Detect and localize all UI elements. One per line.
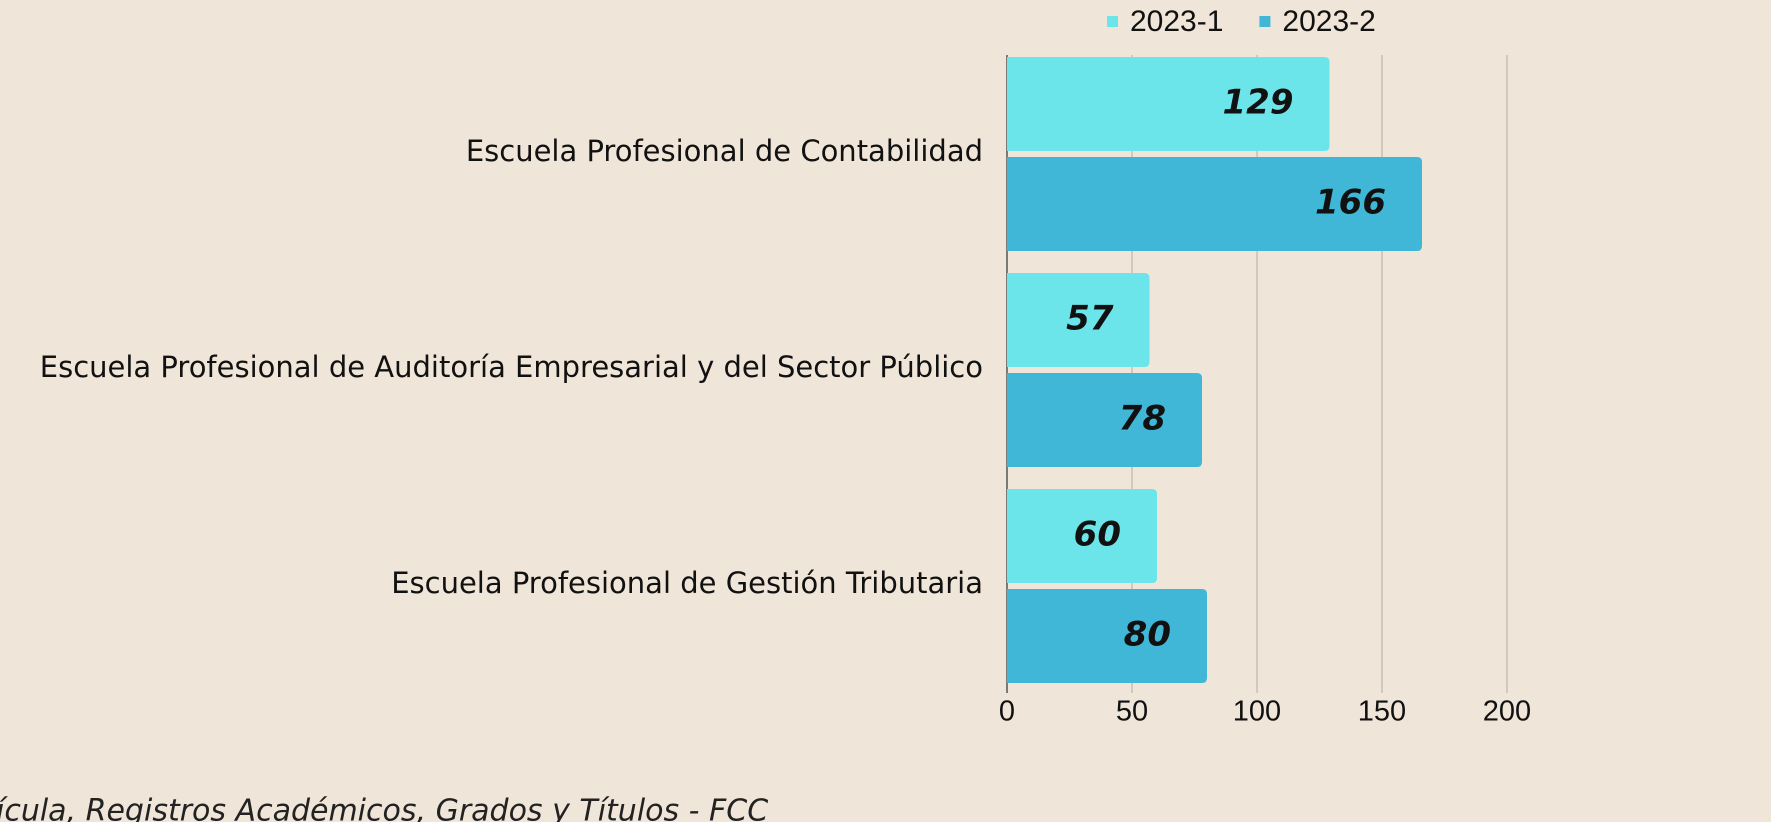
bar (1007, 57, 1330, 151)
category-label: Escuela Profesional de Contabilidad (466, 134, 983, 168)
x-tick-label: 50 (1116, 696, 1148, 728)
value-label: 60 (1074, 515, 1121, 555)
bar (1007, 589, 1207, 683)
bar (1007, 157, 1422, 251)
legend-label: 2023-1 (1130, 5, 1223, 38)
value-label: 78 (1119, 399, 1166, 439)
x-tick-label: 100 (1233, 696, 1281, 728)
legend-label: 2023-2 (1282, 5, 1375, 38)
bar (1007, 273, 1150, 367)
value-label: 166 (1315, 183, 1386, 223)
category-label: Escuela Profesional de Auditoría Empresa… (40, 350, 983, 384)
value-label: 57 (1066, 299, 1114, 339)
value-label: 80 (1124, 615, 1171, 655)
x-tick-label: 200 (1483, 696, 1531, 728)
legend-swatch (1107, 16, 1118, 27)
x-tick-label: 0 (999, 696, 1015, 728)
category-label: Escuela Profesional de Gestión Tributari… (391, 566, 983, 600)
legend-swatch (1259, 16, 1271, 27)
bar (1007, 489, 1157, 583)
bar (1007, 373, 1202, 467)
source-note: ícula, Registros Académicos, Grados y Tí… (0, 794, 768, 822)
value-label: 129 (1223, 83, 1294, 123)
x-tick-label: 150 (1358, 696, 1406, 728)
